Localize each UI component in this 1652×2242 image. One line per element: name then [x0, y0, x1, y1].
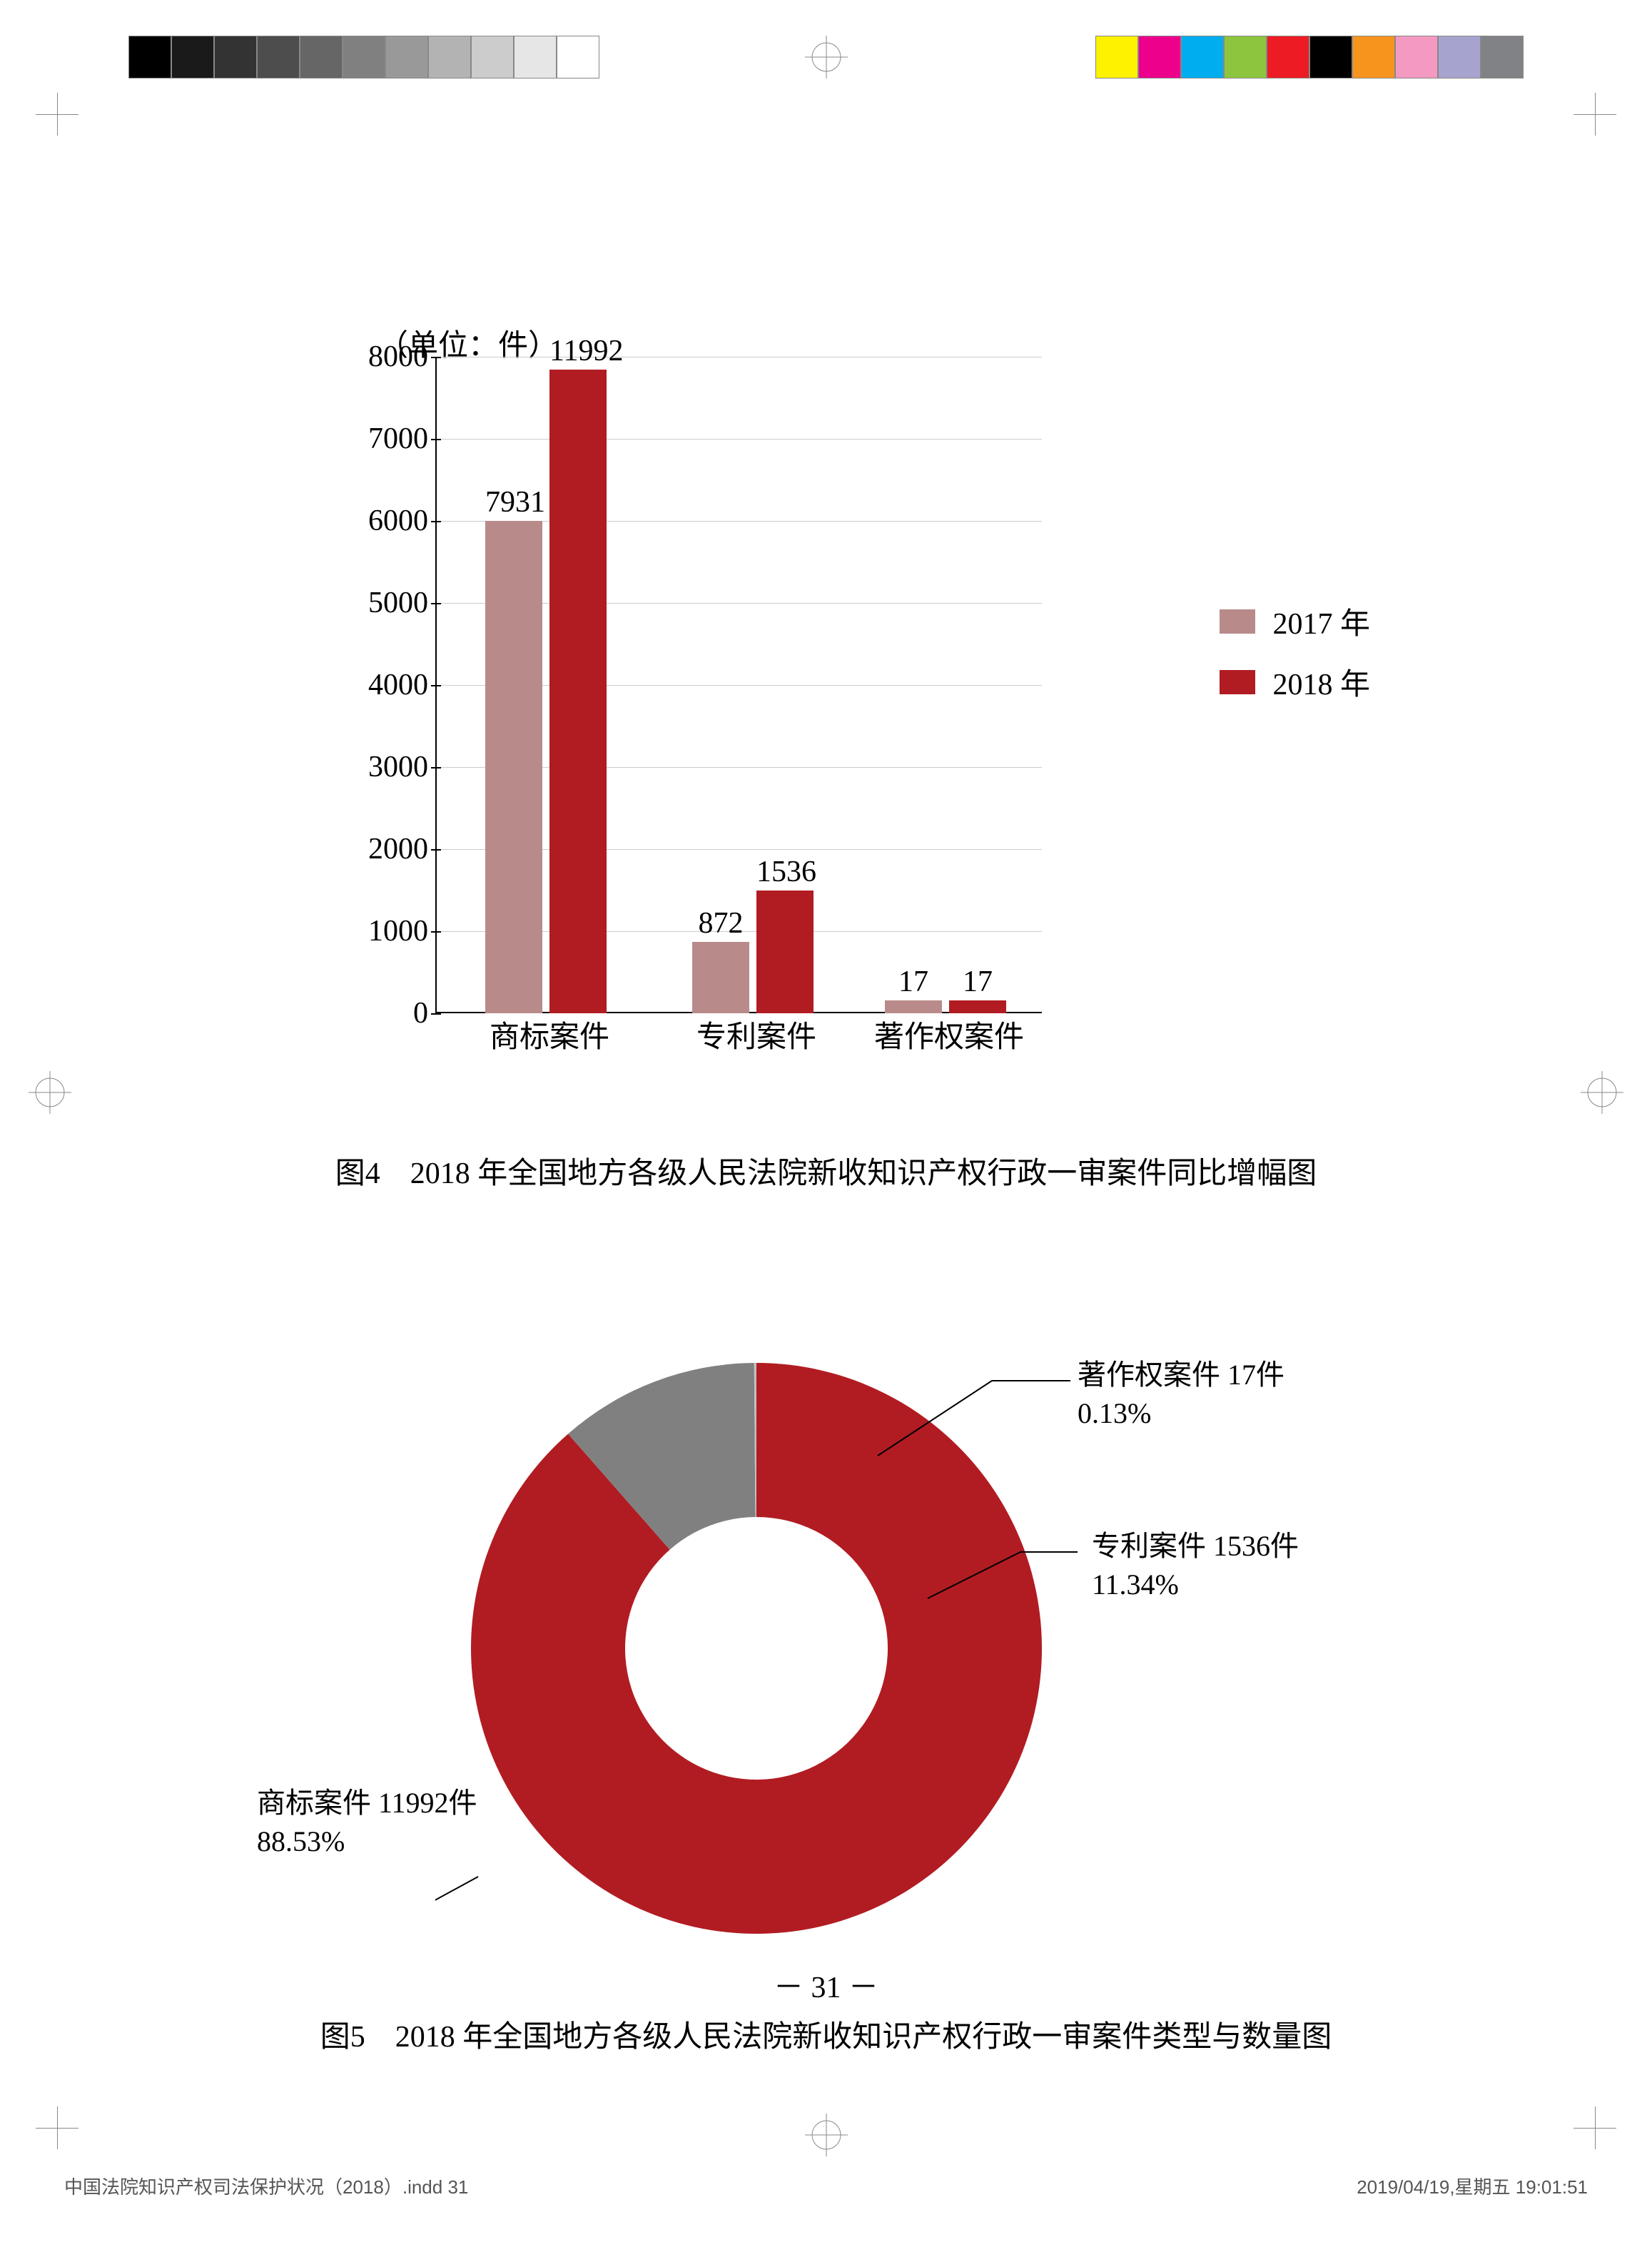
donut-leader-line [435, 1877, 478, 1919]
colorbar-swatch [1267, 36, 1309, 78]
donut-callout: 专利案件 1536件 11.34% [1092, 1527, 1299, 1604]
bar-chart-ytick: 8000 [343, 340, 428, 374]
colorbar-swatch [428, 36, 471, 78]
bar-chart-ytick: 2000 [343, 832, 428, 866]
bar-chart-ytick: 6000 [343, 504, 428, 538]
legend-item: 2018 年 [1220, 660, 1370, 704]
colorbar-swatch [1481, 36, 1524, 78]
bar-chart: （单位：件） 010002000300040005000600070008000… [343, 357, 1342, 1070]
bar-group: 793111992商标案件 [457, 357, 642, 1013]
donut-callout: 著作权案件 17件0.13% [1078, 1356, 1284, 1433]
legend-item: 2017 年 [1220, 599, 1370, 643]
crop-mark-icon [36, 93, 78, 136]
colorbar-swatch [1309, 36, 1352, 78]
bar-chart-ytick: 5000 [343, 586, 428, 620]
bar-category-label: 商标案件 [457, 1013, 642, 1056]
legend-label: 2017 年 [1272, 599, 1370, 643]
bar-group: 1717著作权案件 [856, 357, 1042, 1013]
donut-callout: 商标案件 11992件88.53% [257, 1784, 477, 1861]
crop-mark-icon [36, 2106, 78, 2149]
donut-callout-percent: 0.13% [1078, 1394, 1284, 1433]
colorbar-swatch [1181, 36, 1224, 78]
bar: 11992 [549, 370, 607, 1013]
registration-mark-icon [29, 1071, 71, 1114]
crop-mark-icon [1574, 93, 1616, 136]
colorbar-swatch [471, 36, 514, 78]
bar-value-label: 17 [949, 965, 1006, 999]
bar-chart-ytick: 4000 [343, 668, 428, 702]
colorbar-swatch [385, 36, 428, 78]
registration-mark-icon [1581, 1071, 1623, 1114]
bar-chart-ytick: 0 [343, 996, 428, 1030]
bar-group: 8721536专利案件 [664, 357, 849, 1013]
registration-mark-icon [805, 2114, 848, 2156]
bar-chart-caption: 图4 2018 年全国地方各级人民法院新收知识产权行政一审案件同比增幅图 [36, 1149, 1616, 1192]
bar-chart-ytick: 1000 [343, 914, 428, 948]
printer-colorbar-left [128, 36, 599, 78]
colorbar-swatch [128, 36, 171, 78]
colorbar-swatch [257, 36, 300, 78]
colorbar-swatch [1138, 36, 1181, 78]
colorbar-swatch [1224, 36, 1267, 78]
colorbar-swatch [557, 36, 599, 78]
colorbar-swatch [171, 36, 214, 78]
legend-swatch [1220, 609, 1255, 634]
donut-chart: 著作权案件 17件0.13%专利案件 1536件11.34%商标案件 11992… [271, 1299, 1413, 2012]
bar: 17 [949, 1000, 1006, 1013]
bar-value-label: 7931 [485, 485, 542, 519]
donut-chart-caption: 图5 2018 年全国地方各级人民法院新收知识产权行政一审案件类型与数量图 [36, 2012, 1616, 2056]
donut-callout-percent: 88.53% [257, 1822, 477, 1861]
footer-timestamp: 2019/04/19,星期五 19:01:51 [1357, 2173, 1588, 2199]
bar-chart-legend: 2017 年 2018 年 [1220, 599, 1370, 721]
bar-value-label: 1536 [756, 855, 814, 889]
bar: 872 [692, 942, 749, 1013]
colorbar-swatch [343, 36, 385, 78]
crop-mark-icon [1574, 2106, 1616, 2149]
donut-callout-label: 专利案件 1536件 [1092, 1530, 1299, 1562]
bar-category-label: 专利案件 [664, 1013, 849, 1056]
colorbar-swatch [514, 36, 557, 78]
bar: 7931 [485, 521, 542, 1013]
page-content: （单位：件） 010002000300040005000600070008000… [36, 36, 1616, 2149]
footer-file-path: 中国法院知识产权司法保护状况（2018）.indd 31 [64, 2173, 468, 2199]
donut-callout-label: 商标案件 11992件 [257, 1787, 477, 1819]
donut-callout-percent: 11.34% [1092, 1566, 1299, 1604]
colorbar-swatch [1352, 36, 1395, 78]
legend-label: 2018 年 [1272, 660, 1370, 704]
bar-category-label: 著作权案件 [856, 1013, 1042, 1056]
bar-value-label: 11992 [549, 334, 607, 368]
colorbar-swatch [1395, 36, 1438, 78]
colorbar-swatch [300, 36, 343, 78]
legend-swatch [1220, 670, 1255, 694]
bar-value-label: 872 [692, 906, 749, 940]
bar-chart-ytick: 3000 [343, 750, 428, 784]
printer-colorbar-right [1095, 36, 1524, 78]
colorbar-swatch [1438, 36, 1481, 78]
donut-chart-svg [435, 1327, 1078, 1969]
bar: 17 [885, 1000, 942, 1013]
colorbar-swatch [1095, 36, 1138, 78]
donut-callout-label: 著作权案件 17件 [1078, 1359, 1284, 1391]
colorbar-swatch [214, 36, 257, 78]
page-number: － 31 － [36, 1963, 1616, 2007]
bar-value-label: 17 [885, 965, 942, 999]
bar-chart-ytick: 7000 [343, 422, 428, 456]
bar-chart-bars: 793111992商标案件8721536专利案件1717著作权案件 [435, 357, 1042, 1013]
registration-mark-icon [805, 36, 848, 78]
bar: 1536 [756, 891, 814, 1014]
